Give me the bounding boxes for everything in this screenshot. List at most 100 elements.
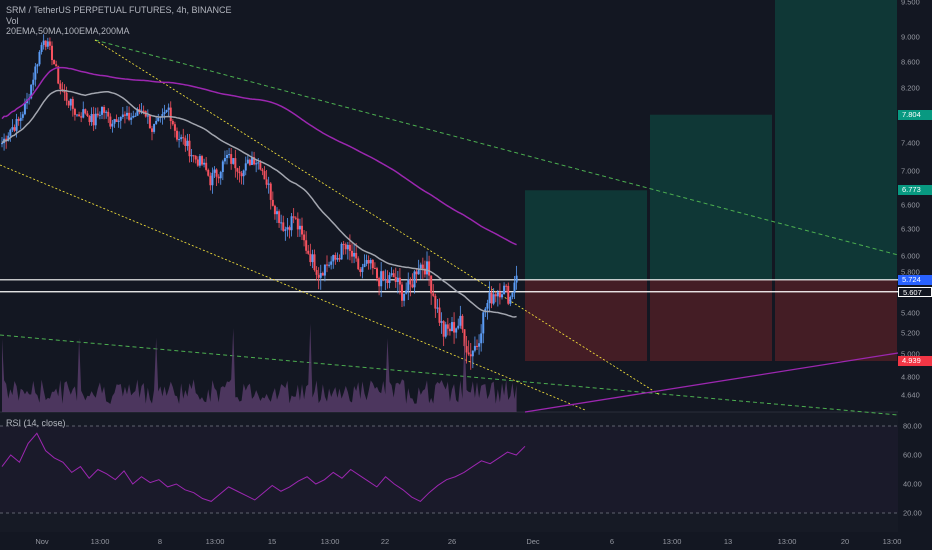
- time-tick-label: Nov: [35, 537, 49, 546]
- candle-body: [169, 107, 172, 121]
- candle-body: [415, 271, 418, 275]
- candle-body: [365, 260, 368, 264]
- candle-body: [155, 120, 158, 124]
- time-tick-label: 13: [723, 537, 733, 546]
- candle-body: [455, 328, 458, 333]
- candle-body: [413, 271, 416, 288]
- candle-body: [307, 250, 310, 254]
- candle-body: [403, 293, 406, 301]
- candle-body: [390, 273, 393, 276]
- candle-body: [123, 114, 126, 116]
- candle-body: [53, 60, 56, 65]
- candle-body: [290, 216, 293, 231]
- candle-body: [90, 114, 93, 123]
- stop-zone: [525, 279, 647, 362]
- candle-body: [453, 322, 456, 333]
- candle-body: [203, 162, 206, 165]
- candle-body: [105, 111, 108, 113]
- stop-zone: [650, 279, 772, 362]
- candle-body: [219, 172, 222, 179]
- candle-body: [96, 113, 99, 116]
- time-axis[interactable]: [0, 532, 932, 550]
- rsi-legend[interactable]: RSI (14, close): [6, 418, 66, 428]
- price-tick-label: 6.000: [901, 251, 920, 261]
- price-axis[interactable]: [898, 0, 932, 532]
- price-tick-label: 9.000: [901, 32, 920, 42]
- candle-body: [157, 117, 160, 121]
- lower-trendline: [0, 334, 899, 416]
- candle-body: [111, 123, 114, 127]
- candle-body: [336, 258, 339, 260]
- price-badge: 6.773: [898, 185, 932, 196]
- candle-body: [448, 328, 451, 332]
- candle-body: [103, 106, 106, 113]
- candle-body: [338, 258, 341, 260]
- time-tick-label: 13:00: [777, 537, 797, 546]
- candle-body: [107, 111, 110, 117]
- candle-body: [423, 268, 426, 275]
- time-tick-label: 13:00: [90, 537, 110, 546]
- candle-body: [513, 282, 516, 293]
- candle-body: [426, 261, 428, 275]
- candle-body: [461, 315, 464, 330]
- candle-body: [442, 321, 445, 337]
- candle-body: [484, 308, 487, 313]
- candle-body: [109, 116, 112, 127]
- candle-body: [328, 264, 331, 266]
- yellow-trendline-2: [0, 164, 586, 411]
- yellow-trendline-1: [94, 39, 661, 396]
- candle-body: [261, 169, 264, 172]
- candle-body: [476, 345, 478, 347]
- candle-body: [342, 243, 345, 245]
- rsi-tick-label: 40.00: [903, 479, 922, 489]
- upper-trendline: [94, 39, 899, 256]
- candle-body: [501, 294, 503, 298]
- candle-body: [271, 199, 274, 206]
- candle-body: [509, 296, 512, 304]
- candle-body: [36, 64, 39, 67]
- candle-body: [288, 227, 291, 231]
- time-tick-label: 8: [157, 537, 163, 546]
- candle-body: [311, 254, 314, 263]
- candle-body: [378, 278, 381, 287]
- candle-body: [236, 168, 239, 172]
- candle-body: [386, 279, 389, 283]
- time-tick-label: 26: [447, 537, 457, 546]
- time-tick-label: 15: [267, 537, 277, 546]
- candle-body: [76, 114, 78, 116]
- candle-body: [363, 263, 366, 268]
- time-tick-label: 13:00: [662, 537, 682, 546]
- rsi-band-fill: [0, 426, 898, 513]
- candle-body: [84, 109, 87, 114]
- candle-body: [486, 303, 489, 309]
- candle-body: [51, 45, 53, 61]
- candle-body: [394, 277, 397, 283]
- price-tick-label: 5.000: [901, 349, 920, 359]
- rsi-line: [1, 432, 526, 503]
- volume-legend[interactable]: Vol: [6, 16, 19, 26]
- candle-body: [346, 244, 349, 250]
- candle-body: [178, 139, 181, 141]
- candle-body: [128, 112, 131, 120]
- candle-body: [126, 112, 128, 116]
- indicators-legend[interactable]: 20EMA,50MA,100EMA,200MA: [6, 26, 130, 36]
- time-tick-label: 13:00: [320, 537, 340, 546]
- candle-body: [32, 79, 35, 85]
- candle-body: [19, 117, 22, 121]
- candle-body: [88, 116, 91, 123]
- candle-body: [473, 345, 476, 351]
- candle-body: [488, 292, 491, 304]
- candle-body: [130, 117, 133, 120]
- rsi-tick-label: 60.00: [903, 450, 922, 460]
- candle-body: [471, 350, 474, 357]
- price-tick-label: 4.800: [901, 372, 920, 382]
- candle-body: [48, 41, 51, 46]
- candle-body: [315, 270, 318, 275]
- candle-body: [515, 275, 518, 283]
- candle-body: [119, 116, 122, 121]
- candle-body: [42, 40, 45, 45]
- candle-body: [11, 127, 14, 130]
- symbol-title[interactable]: SRM / TetherUS PERPETUAL FUTURES, 4h, BI…: [6, 5, 232, 15]
